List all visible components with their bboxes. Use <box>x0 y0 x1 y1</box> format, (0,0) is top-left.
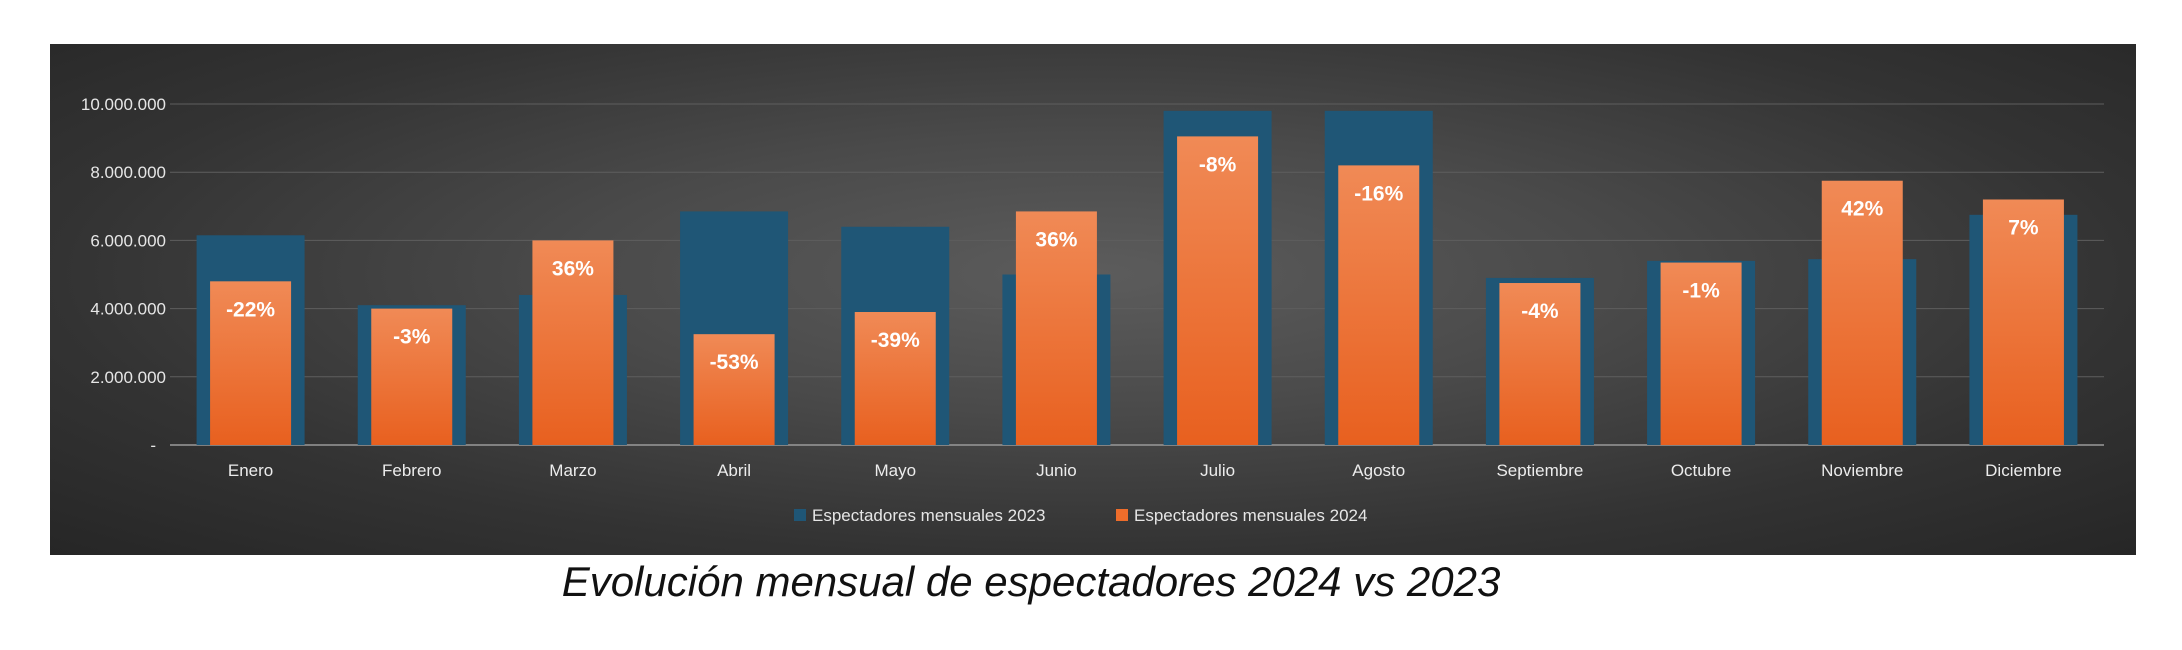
y-tick-label: 6.000.000 <box>90 231 166 250</box>
x-tick-label: Junio <box>1036 461 1077 480</box>
data-label: -53% <box>710 351 759 374</box>
labels: - 2.000.000 4.000.000 6.000.000 8.000.000 10.… <box>81 95 2062 480</box>
chart-panel: - 2.000.000 4.000.000 6.000.000 8.000.000 10.… <box>50 44 2136 555</box>
data-label: -39% <box>871 329 920 352</box>
data-label: 42% <box>1841 198 1883 221</box>
data-label: 36% <box>552 257 594 280</box>
bars <box>196 110 2078 445</box>
chart-svg: - 2.000.000 4.000.000 6.000.000 8.000.000 10.… <box>81 95 2104 525</box>
bar-2024-enero <box>210 281 292 445</box>
bar-2024-julio <box>1177 136 1259 445</box>
x-tick-label: Octubre <box>1671 461 1731 480</box>
bar-2024-febrero <box>371 308 453 445</box>
chart-caption: Evolución mensual de espectadores 2024 v… <box>561 558 1501 605</box>
bar-2024-junio <box>1015 211 1097 445</box>
bar-2024-noviembre <box>1821 180 1903 445</box>
legend-item-2023-swatch <box>794 509 806 521</box>
legend: Espectadores mensuales 2023 Espectadores … <box>794 506 1367 525</box>
bar-2024-marzo <box>532 240 614 445</box>
legend-item-2023-label: Espectadores mensuales 2023 <box>812 506 1045 525</box>
data-label: -16% <box>1354 182 1403 205</box>
data-label: -22% <box>226 298 275 321</box>
y-tick-label: 10.000.000 <box>81 95 166 114</box>
bar-2024-mayo <box>854 312 936 445</box>
y-tick-label: 2.000.000 <box>90 368 166 387</box>
bar-2024-agosto <box>1338 165 1420 445</box>
gridlines <box>170 103 2104 446</box>
data-label: -3% <box>393 326 431 349</box>
legend-item-2024-swatch <box>1116 509 1128 521</box>
legend-item-2024-label: Espectadores mensuales 2024 <box>1134 506 1367 525</box>
bar-2024-diciembre <box>1982 199 2064 445</box>
x-tick-label: Abril <box>717 461 751 480</box>
x-tick-label: Enero <box>228 461 273 480</box>
x-tick-label: Marzo <box>549 461 596 480</box>
x-tick-label: Agosto <box>1352 461 1405 480</box>
data-label: -8% <box>1199 153 1237 176</box>
x-tick-label: Mayo <box>874 461 916 480</box>
x-tick-label: Noviembre <box>1821 461 1903 480</box>
bar-2024-septiembre <box>1499 283 1581 445</box>
y-tick-label: - <box>150 436 156 455</box>
data-label: 36% <box>1035 228 1077 251</box>
x-tick-label: Julio <box>1200 461 1235 480</box>
data-label: 7% <box>2008 216 2039 239</box>
x-tick-label: Septiembre <box>1496 461 1583 480</box>
y-tick-label: 4.000.000 <box>90 300 166 319</box>
bar-2024-abril <box>693 334 775 445</box>
data-label: -1% <box>1682 280 1720 303</box>
x-tick-label: Diciembre <box>1985 461 2062 480</box>
bar-2024-octubre <box>1660 262 1742 445</box>
x-tick-label: Febrero <box>382 461 442 480</box>
data-label: -4% <box>1521 300 1559 323</box>
y-tick-label: 8.000.000 <box>90 163 166 182</box>
